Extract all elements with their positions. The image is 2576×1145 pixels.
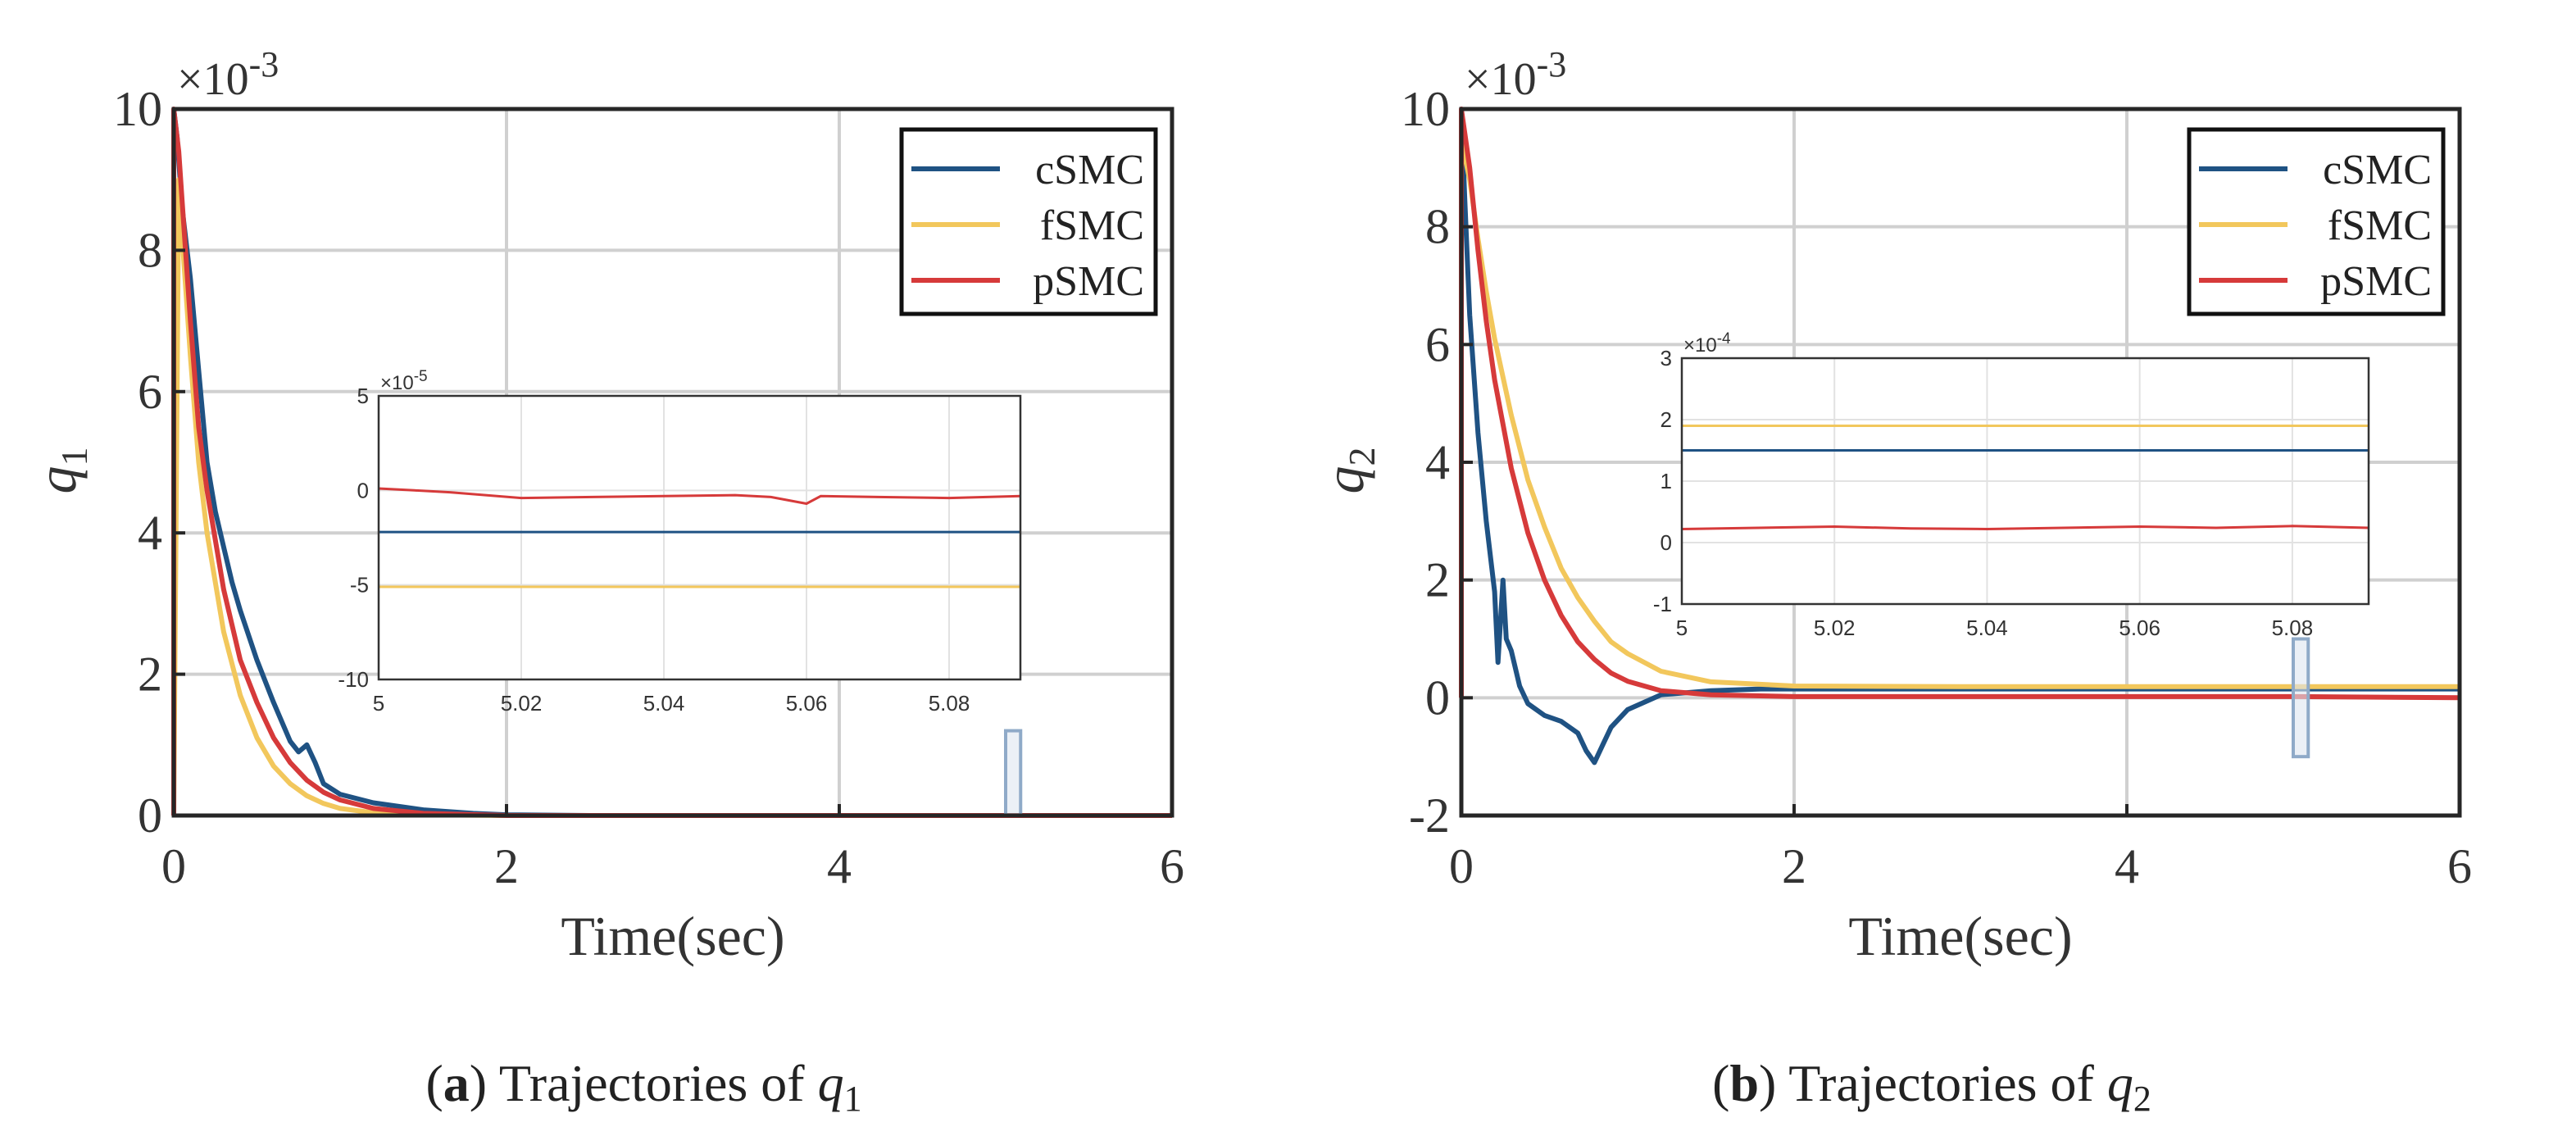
chart-a-zoom-box [1004,729,1023,817]
chart-a-ytick-label-8: 8 [138,223,162,277]
chart-a-ytick-label-6: 6 [138,365,162,419]
chart-a-ytick-label-0: 0 [138,788,162,843]
chart-a-axes-frame [171,107,1174,818]
panel-b: 0 2 4 6 -2 0 2 4 6 8 10 ×10-3 Time(sec) q2 cSMC fSMC pSM… [1288,0,2576,1145]
chart-b-exponent-label: ×10-3 [1465,44,1566,105]
chart-b-inset-ytick-label-3: 2 [1661,407,1672,432]
chart-a-inset-ytick-label-0: -10 [338,667,369,692]
chart-a-legend-box [899,127,1158,316]
caption-a-var: q [817,1054,844,1112]
chart-b-xtick-label-6: 6 [2447,839,2472,893]
caption-a-label: a [443,1054,470,1112]
chart-b-ytick-label-6: 6 [1425,317,1450,371]
caption-a: (a) Trajectories of q1 [425,1054,862,1119]
chart-b-inset: 5 5.02 5.04 5.06 5.08 -1 0 1 2 3 ×10-4 [1653,330,2370,640]
chart-a-legend: cSMC fSMC pSMC [899,127,1158,316]
chart-b-ytick-label-4: 4 [1425,435,1450,489]
caption-a-sub: 1 [843,1079,862,1119]
chart-b-inset-xtick-label-1: 5.02 [1814,616,1856,640]
chart-a-inset-ytick-label-3: 5 [357,384,369,408]
chart-a-ytick-label-2: 2 [138,647,162,702]
chart-b-inset-ytick-label-2: 1 [1661,469,1672,493]
chart-b-legend-box [2187,127,2446,316]
chart-a: 0 2 4 6 0 2 4 6 8 10 ×10-3 Time(sec) q1 cSMC fSMC pSMC 5… [25,44,1184,967]
chart-b-zoom-box [2292,637,2310,759]
chart-b-ytick-label-10: 10 [1401,82,1450,136]
chart-a-inset-xtick-label-0: 5 [373,691,384,716]
chart-a-inset-xtick-label-2: 5.04 [643,691,685,716]
chart-a-xtick-label-6: 6 [1160,839,1184,893]
chart-b-legend-label-pSMC: pSMC [2320,258,2432,305]
chart-a-inset-frame [377,394,1022,681]
chart-b-inset-ytick-label-1: 0 [1661,530,1672,555]
chart-a-inset-series-pSMC [378,487,1021,506]
chart-b-series-cSMC [1459,108,2460,766]
chart-a-inset: 5 5.02 5.04 5.06 5.08 -10 -5 0 5 ×10-5 [338,368,1022,716]
chart-b-ytick-label-8: 8 [1425,200,1450,254]
chart-a-inset-ytick-label-2: 0 [357,478,369,502]
chart-b-legend-label-cSMC: cSMC [2323,147,2432,193]
caption-b-sub: 2 [2133,1079,2151,1119]
chart-b-inset-xtick-label-3: 5.06 [2119,616,2160,640]
caption-b-text: Trajectories of [1776,1054,2107,1112]
chart-a-xtick-label-2: 2 [494,839,519,893]
chart-b-ylabel: q2 [1313,448,1383,494]
chart-a-inset-area [379,396,1020,679]
chart-a-inset-xtick-label-1: 5.02 [501,691,543,716]
chart-b-inset-xtick-label-2: 5.04 [1966,616,2008,640]
chart-b-series-pSMC [1459,107,2460,701]
caption-b-var: q [2106,1054,2133,1112]
chart-b-legend: cSMC fSMC pSMC [2187,127,2446,316]
chart-b-legend-label-fSMC: fSMC [2328,202,2432,249]
chart-a-inset-exponent-label: ×10-5 [380,368,428,394]
chart-a-legend-label-fSMC: fSMC [1040,202,1144,249]
chart-b-xtick-label-2: 2 [1782,839,1806,893]
chart-a-ytick-label-10: 10 [113,82,162,136]
chart-b-xtick-label-0: 0 [1449,839,1474,893]
chart-b-inset-ytick-label-0: -1 [1653,592,1672,616]
caption-b-label: b [1729,1054,1760,1112]
chart-b-inset-xtick-label-0: 5 [1676,616,1688,640]
chart-a-legend-label-cSMC: cSMC [1035,147,1144,193]
chart-a-xlabel: Time(sec) [561,905,784,967]
chart-b-inset-ytick-label-4: 3 [1661,346,1672,370]
chart-a-inset-ytick-label-1: -5 [350,573,369,597]
caption-a-text: Trajectories of [487,1054,818,1112]
chart-a-ylabel: q1 [25,448,95,494]
chart-b-inset-series-pSMC [1681,525,2369,531]
chart-b-inset-exponent-label: ×10-4 [1683,330,1731,357]
chart-a-xtick-label-0: 0 [161,839,186,893]
chart-b-ytick-label--2: -2 [1409,788,1450,843]
chart-a-ytick-label-4: 4 [138,506,162,560]
chart-b-xlabel: Time(sec) [1848,905,2072,967]
chart-b: 0 2 4 6-20246810×10-3Time(sec)q2cSMCfSMCpSM… [1313,44,2472,967]
chart-b-ytick-label-0: 0 [1425,670,1450,725]
chart-a-xtick-label-4: 4 [827,839,852,893]
chart-b-xtick-label-4: 4 [2115,839,2139,893]
chart-b-ytick-label-2: 2 [1425,553,1450,607]
panel-a: 0 2 4 6 0 2 4 6 8 10 ×10-3 Time(sec) q1 cSMC fSMC pSMC 5… [25,44,1184,1119]
chart-a-inset-xtick-label-3: 5.06 [786,691,828,716]
chart-a-inset-xtick-label-4: 5.08 [929,691,970,716]
chart-a-exponent-label: ×10-3 [177,44,279,105]
caption-b: (b) Trajectories of q2 [1712,1054,2151,1119]
chart-a-legend-label-pSMC: pSMC [1033,258,1144,305]
chart-b-inset-frame [1680,357,2370,606]
chart-b-inset-xtick-label-4: 5.08 [2272,616,2314,640]
